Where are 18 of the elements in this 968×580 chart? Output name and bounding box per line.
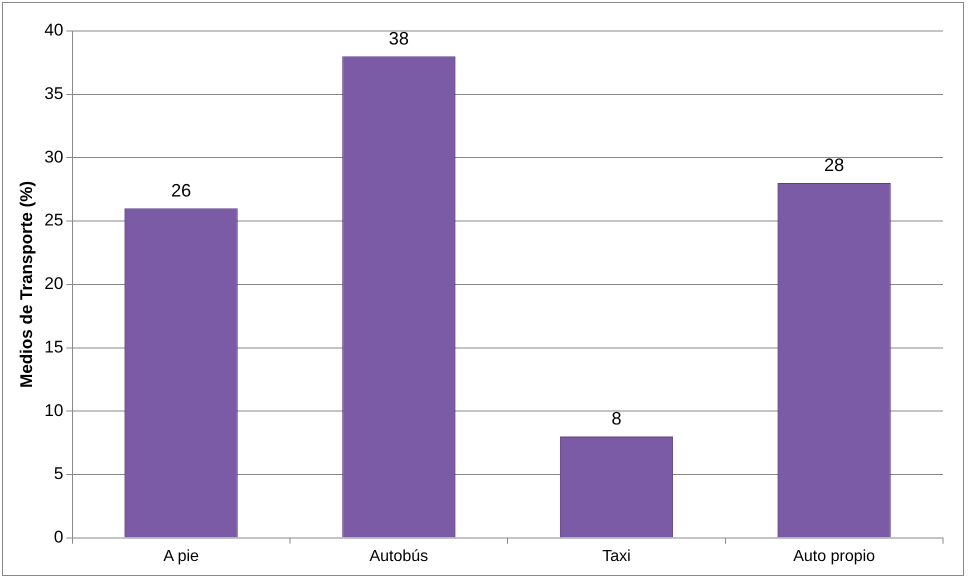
data-label: 8 <box>611 408 622 428</box>
x-tick-label: Taxi <box>602 548 631 565</box>
y-tick-label: 35 <box>44 84 64 104</box>
y-tick-label: 5 <box>54 464 64 484</box>
y-tick-label: 20 <box>44 274 64 294</box>
x-tick-label: Autobús <box>369 548 428 565</box>
x-tick-label: A pie <box>163 548 200 565</box>
y-tick-label: 0 <box>54 527 64 546</box>
y-tick-label: 10 <box>44 400 64 420</box>
y-axis-title: Medios de Transporte (%) <box>16 180 36 388</box>
y-tick-label: 15 <box>44 337 64 356</box>
y-tick-label: 30 <box>44 147 64 166</box>
data-label: 38 <box>388 28 409 48</box>
data-label: 28 <box>824 155 844 176</box>
x-tick-label: Auto propio <box>793 548 876 565</box>
y-tick-label: 25 <box>44 210 64 230</box>
data-label: 26 <box>171 180 192 200</box>
y-tick-label: 40 <box>44 20 64 40</box>
